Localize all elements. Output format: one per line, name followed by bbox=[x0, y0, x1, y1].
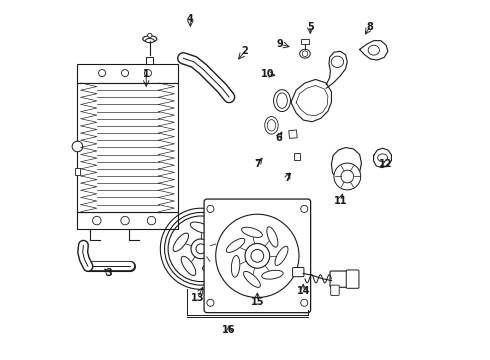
Circle shape bbox=[245, 243, 270, 268]
Ellipse shape bbox=[143, 36, 157, 42]
Ellipse shape bbox=[146, 39, 154, 43]
Bar bbox=[77, 212, 178, 229]
Circle shape bbox=[302, 51, 308, 57]
Ellipse shape bbox=[331, 56, 343, 67]
Ellipse shape bbox=[242, 227, 262, 237]
Text: 10: 10 bbox=[261, 69, 275, 79]
Text: 1: 1 bbox=[143, 69, 149, 79]
Bar bbox=[77, 64, 178, 83]
Ellipse shape bbox=[267, 120, 276, 131]
Circle shape bbox=[301, 299, 308, 306]
Circle shape bbox=[122, 69, 128, 77]
Ellipse shape bbox=[202, 261, 224, 271]
Circle shape bbox=[334, 163, 361, 190]
Ellipse shape bbox=[273, 90, 291, 112]
Bar bbox=[294, 153, 300, 159]
Text: 16: 16 bbox=[222, 325, 236, 335]
Bar bbox=[77, 83, 178, 212]
Text: 12: 12 bbox=[379, 159, 393, 169]
Polygon shape bbox=[373, 148, 392, 168]
FancyBboxPatch shape bbox=[293, 267, 304, 277]
Text: 11: 11 bbox=[334, 196, 347, 206]
Text: 7: 7 bbox=[254, 159, 261, 169]
Ellipse shape bbox=[265, 117, 278, 134]
Polygon shape bbox=[360, 41, 388, 60]
Ellipse shape bbox=[217, 231, 225, 253]
Text: 9: 9 bbox=[277, 39, 284, 49]
Ellipse shape bbox=[190, 222, 212, 233]
Text: 6: 6 bbox=[275, 133, 282, 143]
Circle shape bbox=[98, 69, 106, 77]
Text: 13: 13 bbox=[191, 293, 204, 303]
Ellipse shape bbox=[262, 270, 283, 279]
Text: 15: 15 bbox=[250, 297, 264, 307]
Circle shape bbox=[72, 141, 83, 152]
Text: 4: 4 bbox=[187, 14, 194, 24]
Bar bbox=[289, 130, 297, 138]
Ellipse shape bbox=[226, 238, 245, 252]
FancyBboxPatch shape bbox=[346, 270, 359, 288]
Polygon shape bbox=[291, 80, 331, 122]
FancyBboxPatch shape bbox=[331, 285, 339, 295]
Bar bbox=[301, 39, 309, 44]
Circle shape bbox=[121, 216, 129, 225]
Ellipse shape bbox=[244, 271, 260, 287]
Ellipse shape bbox=[181, 256, 196, 275]
Circle shape bbox=[147, 216, 156, 225]
Circle shape bbox=[191, 239, 211, 259]
Circle shape bbox=[301, 206, 308, 212]
Ellipse shape bbox=[368, 45, 379, 55]
FancyBboxPatch shape bbox=[204, 199, 311, 312]
Ellipse shape bbox=[275, 246, 288, 265]
Text: 7: 7 bbox=[284, 173, 291, 183]
Bar bbox=[74, 168, 80, 175]
Bar bbox=[147, 57, 153, 64]
Text: 8: 8 bbox=[367, 22, 374, 32]
Circle shape bbox=[147, 33, 152, 37]
Circle shape bbox=[207, 206, 214, 212]
Text: 5: 5 bbox=[307, 22, 314, 32]
Ellipse shape bbox=[231, 256, 240, 277]
Ellipse shape bbox=[173, 233, 189, 252]
Polygon shape bbox=[331, 148, 362, 181]
FancyBboxPatch shape bbox=[330, 271, 350, 287]
Circle shape bbox=[341, 170, 354, 183]
Ellipse shape bbox=[277, 93, 287, 108]
Text: 14: 14 bbox=[296, 286, 310, 296]
Ellipse shape bbox=[378, 154, 388, 162]
Circle shape bbox=[93, 216, 101, 225]
Polygon shape bbox=[326, 51, 347, 88]
Text: 3: 3 bbox=[106, 269, 113, 279]
Circle shape bbox=[251, 249, 264, 262]
Circle shape bbox=[196, 244, 206, 254]
Circle shape bbox=[145, 69, 151, 77]
Circle shape bbox=[207, 299, 214, 306]
Ellipse shape bbox=[267, 227, 278, 247]
Ellipse shape bbox=[300, 49, 310, 58]
Text: 2: 2 bbox=[242, 46, 248, 56]
